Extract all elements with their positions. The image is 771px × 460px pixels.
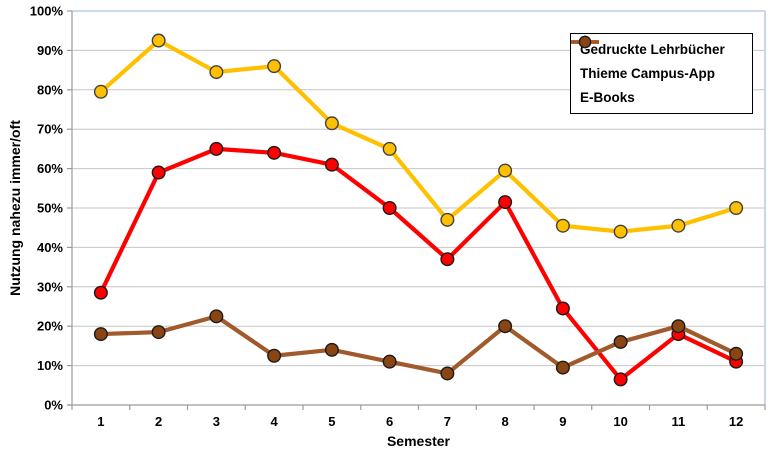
y-tick-label: 60% <box>37 161 63 176</box>
data-point-marker <box>267 145 282 160</box>
data-point-marker <box>613 372 628 387</box>
data-point-marker <box>555 301 570 316</box>
x-tick-label: 7 <box>444 414 451 429</box>
x-axis-title: Semester <box>386 433 451 449</box>
data-point-marker <box>671 218 686 233</box>
data-point-marker <box>93 285 108 300</box>
legend-item: Gedruckte Lehrbücher <box>571 35 748 58</box>
data-point-marker <box>324 116 339 131</box>
y-tick-label: 20% <box>37 319 63 334</box>
legend-item: Thieme Campus-App <box>571 35 748 81</box>
data-point-marker <box>151 165 166 180</box>
series-line <box>98 146 739 382</box>
data-point-marker <box>382 200 397 215</box>
data-point-marker <box>440 252 455 267</box>
data-point-marker <box>267 348 282 363</box>
series-thieme-campus-app <box>93 141 744 387</box>
x-tick-label: 1 <box>97 414 104 429</box>
data-point-marker <box>498 195 513 210</box>
x-tick-label: 6 <box>386 414 393 429</box>
data-point-marker <box>440 212 455 227</box>
data-point-marker <box>267 59 282 74</box>
legend-label: Gedruckte Lehrbücher <box>580 42 725 58</box>
legend-label: Thieme Campus-App <box>580 65 716 81</box>
x-tick-label: 2 <box>155 414 162 429</box>
data-point-marker <box>93 327 108 342</box>
legend-label: E-Books <box>580 89 635 105</box>
data-point-marker <box>324 157 339 172</box>
y-tick-label: 30% <box>37 279 63 294</box>
y-tick-label: 0% <box>44 398 63 413</box>
data-point-marker <box>729 200 744 215</box>
y-tick-label: 70% <box>37 122 63 137</box>
data-point-marker <box>440 366 455 381</box>
data-point-marker <box>324 342 339 357</box>
data-point-marker <box>209 309 224 324</box>
data-point-marker <box>555 218 570 233</box>
data-point-marker <box>613 224 628 239</box>
data-point-marker <box>93 84 108 99</box>
series-e-books <box>93 309 744 381</box>
x-tick-label: 12 <box>729 414 743 429</box>
data-point-marker <box>209 65 224 80</box>
legend: Gedruckte Lehrbücher Thieme Campus-App E-B… <box>570 33 753 114</box>
x-tick-label: 5 <box>328 414 335 429</box>
data-point-marker <box>382 141 397 156</box>
series-gedruckte-lehrb-cher <box>93 33 744 239</box>
x-tick-label: 10 <box>613 414 627 429</box>
y-tick-label: 100% <box>30 4 64 19</box>
data-point-marker <box>151 33 166 48</box>
data-point-marker <box>729 346 744 361</box>
data-point-marker <box>151 325 166 340</box>
data-point-marker <box>671 319 686 334</box>
data-point-marker <box>498 319 513 334</box>
y-tick-label: 10% <box>37 358 63 373</box>
legend-item: E-Books <box>571 35 748 105</box>
data-point-marker <box>382 354 397 369</box>
data-point-marker <box>209 141 224 156</box>
y-axis-title: Nutzung nahezu immer/oft <box>7 120 23 296</box>
y-tick-label: 80% <box>37 82 63 97</box>
x-tick-label: 4 <box>271 414 279 429</box>
series-line <box>98 38 739 234</box>
x-tick-label: 9 <box>559 414 566 429</box>
series-line <box>98 314 739 376</box>
data-point-marker <box>555 360 570 375</box>
x-tick-label: 8 <box>502 414 509 429</box>
legend-marker-icon <box>571 35 599 49</box>
x-tick-label: 3 <box>213 414 220 429</box>
x-tick-label: 11 <box>672 414 686 429</box>
data-point-marker <box>613 334 628 349</box>
y-tick-label: 50% <box>37 201 63 216</box>
data-point-marker <box>498 163 513 178</box>
y-tick-label: 40% <box>37 240 63 255</box>
y-tick-label: 90% <box>37 43 63 58</box>
